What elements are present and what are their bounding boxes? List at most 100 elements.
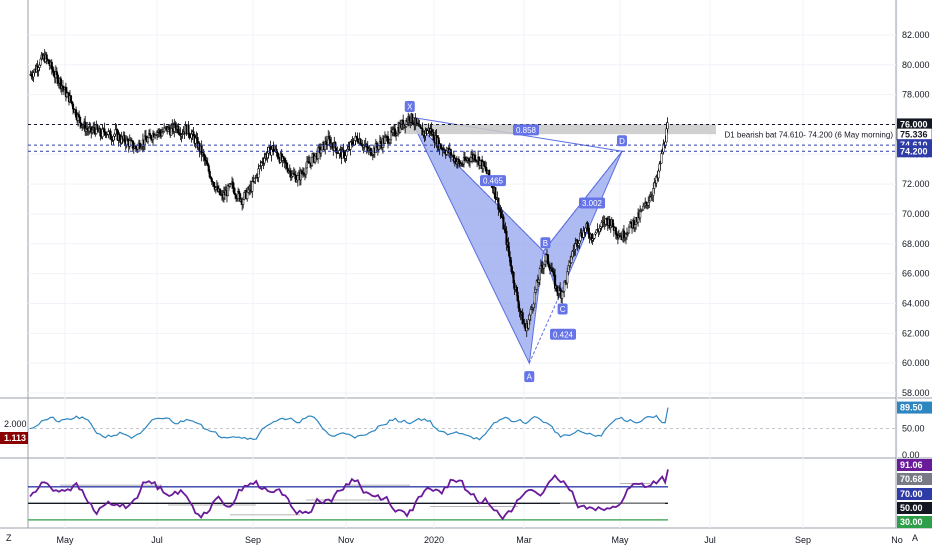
horizontal-lines[interactable]	[28, 123, 896, 152]
zoom-toggle-button[interactable]: Z	[6, 533, 12, 543]
candle-body	[556, 285, 559, 292]
candle-body	[194, 137, 197, 144]
candle-body	[445, 150, 448, 155]
rsi-value-tag-bg	[0, 432, 28, 444]
y-tick-label: 82.000	[902, 30, 930, 40]
rsi-tick-label: 50.00	[902, 424, 925, 434]
point-label-x: X	[407, 102, 413, 111]
pattern-note: D1 bearish bat 74.610- 74.200 (6 May mor…	[724, 130, 893, 139]
candle-body	[598, 228, 601, 232]
candle-body	[51, 68, 54, 72]
candle-body	[146, 137, 150, 143]
candle-body	[388, 139, 392, 143]
candle-body	[218, 188, 221, 195]
candle-body	[584, 227, 587, 233]
ratio-label: 0.465	[483, 177, 504, 186]
rsi-tick-label: 0.00	[902, 450, 920, 460]
candle-body	[652, 188, 655, 196]
candle-body	[285, 163, 288, 169]
candle-body	[563, 281, 566, 292]
candle-body	[509, 256, 512, 266]
candle-body	[383, 137, 387, 144]
candle-body	[79, 116, 82, 124]
ratio-label-box	[480, 175, 506, 187]
candle-body	[665, 128, 668, 143]
candle-body	[50, 61, 53, 70]
y-tick-label: 80.000	[902, 60, 930, 70]
candle-body	[131, 140, 134, 149]
point-label-b: B	[543, 239, 548, 248]
pattern-line-ac	[528, 297, 560, 364]
candle-body	[101, 128, 104, 138]
candle-body	[469, 157, 473, 162]
ratio-label: 3.002	[582, 199, 603, 208]
point-label-box	[404, 100, 415, 112]
x-tick-label: Sep	[245, 535, 261, 545]
y-tick-label: 64.000	[902, 298, 930, 308]
price-tag: 74.200	[900, 146, 928, 156]
candle-body	[351, 141, 354, 145]
candle-body	[353, 140, 356, 145]
candle-body	[207, 165, 210, 172]
candle-body	[203, 155, 206, 161]
pattern-line-bd	[543, 150, 623, 252]
osc-price-tag: 70.68	[900, 474, 923, 484]
candle-body	[93, 127, 96, 131]
candle-body	[317, 147, 320, 159]
candle-body	[629, 221, 633, 224]
candle-body	[411, 113, 414, 124]
candle-body	[32, 72, 35, 78]
candle-body	[258, 166, 261, 170]
candle-body	[379, 141, 382, 144]
candle-body	[658, 163, 661, 172]
candle-body	[483, 161, 486, 167]
candle-body	[567, 265, 570, 273]
candle-body	[38, 64, 41, 68]
candle-body	[320, 149, 323, 154]
candle-body	[642, 205, 645, 211]
candle-body	[69, 95, 73, 102]
candle-body	[527, 319, 530, 329]
candle-body	[634, 224, 637, 229]
candle-body	[611, 219, 614, 227]
candle-body	[546, 254, 550, 265]
ratio-label-box	[513, 124, 539, 136]
candle-body	[238, 191, 241, 194]
osc-price-tag-bg	[897, 502, 932, 514]
grid-layer	[28, 0, 898, 528]
candle-body	[647, 201, 650, 206]
candle-body	[202, 152, 205, 157]
candle-body	[276, 152, 279, 158]
osc-price-tag: 91.06	[900, 460, 923, 470]
candle-body	[55, 71, 58, 76]
candle-body	[257, 168, 260, 178]
candle-body	[439, 143, 442, 149]
point-label-box	[557, 303, 568, 315]
candle-body	[627, 226, 631, 234]
candle-body	[408, 116, 411, 122]
candle-body	[550, 268, 554, 272]
rsi-scale-label: 2.000	[4, 419, 27, 429]
candle-body	[349, 141, 352, 150]
candle-body	[543, 260, 547, 265]
osc-price-tag-bg	[897, 488, 932, 500]
candle-body	[467, 158, 471, 161]
candle-body	[39, 58, 42, 66]
candle-body	[45, 54, 48, 60]
candle-body	[96, 124, 99, 130]
candle-body	[99, 128, 102, 137]
auto-scale-button[interactable]: A	[912, 533, 919, 543]
price-tag: 75.336	[900, 129, 928, 139]
candle-body	[270, 149, 273, 156]
candle-body	[305, 161, 309, 169]
osc-price-tag: 70.00	[900, 489, 923, 499]
candle-body	[521, 312, 524, 325]
pattern-line-xb	[409, 116, 544, 252]
candle-body	[75, 109, 78, 118]
candle-body	[149, 135, 153, 140]
x-tick-label: No	[891, 535, 903, 545]
candle-body	[71, 103, 75, 110]
candle-body	[587, 227, 590, 235]
candle-body	[296, 175, 299, 181]
